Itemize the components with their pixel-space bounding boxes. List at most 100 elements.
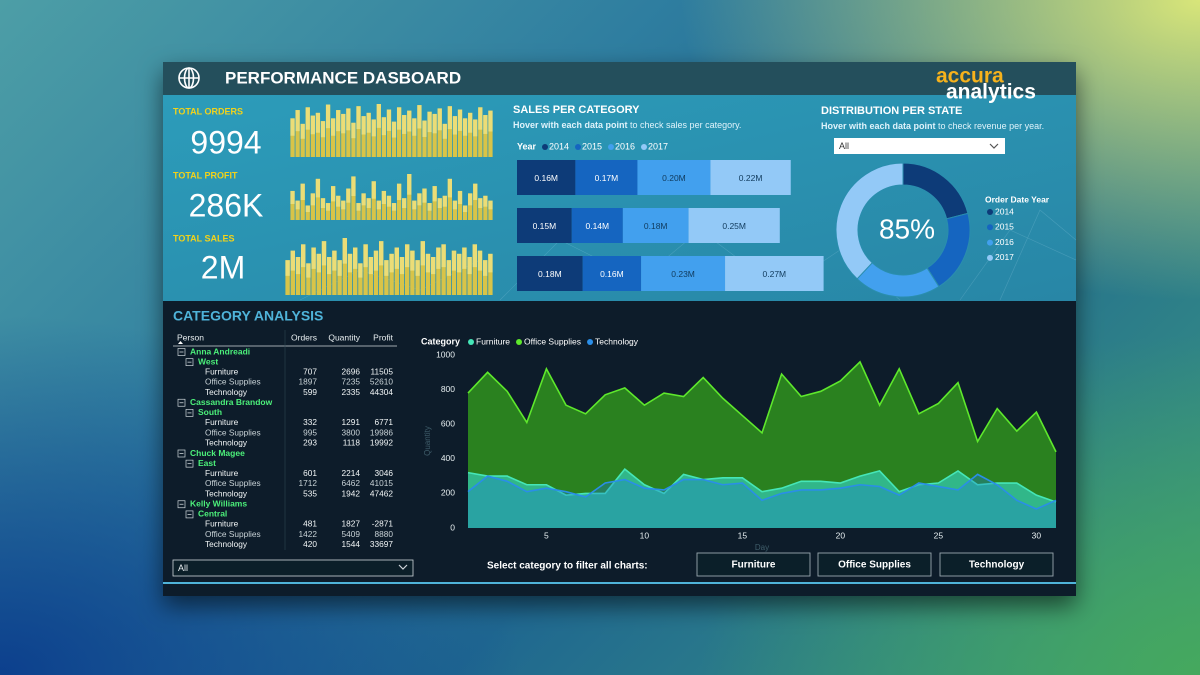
spark-bar [391,203,397,220]
spark-bar-highlight [295,257,301,275]
spark-bar [310,193,315,220]
number-cell: 33697 [370,539,393,549]
spark-bar-highlight [336,195,341,207]
spark-bar-highlight [432,113,437,134]
legend-label: Office Supplies [524,336,581,346]
filter-button[interactable]: Furniture [696,552,811,577]
spark-bar [384,260,389,295]
button-box[interactable] [817,552,932,577]
spark-bar [321,241,327,295]
chart-title: SALES PER CATEGORY [513,104,640,116]
header-bar [163,62,1076,95]
category-cell: Office Supplies [205,529,261,539]
spark-bar-highlight [396,107,402,130]
spark-bar-highlight [405,244,410,268]
spark-bar [412,118,417,157]
spark-bar [347,253,353,295]
spark-bar-highlight [331,118,336,136]
expand-icon [177,348,186,356]
column-header: Quantity [328,332,360,342]
bar-value-label: 0.18M [644,221,668,231]
spark-bar-highlight [431,257,436,275]
y-tick-label: 200 [441,488,455,498]
spark-bar-highlight [394,247,399,269]
spark-bar-highlight [373,250,379,271]
expand-icon [185,459,194,468]
x-tick-label: 20 [836,530,846,540]
spark-bar-highlight [376,104,381,128]
chart-subtitle: Hover with each data point to check sale… [513,120,741,130]
category-cell: Technology [205,488,248,498]
dropdown-box[interactable] [834,138,1005,154]
spark-bar [371,119,376,157]
number-cell: 707 [303,366,317,376]
spark-bar [468,193,473,220]
spark-bar [483,260,488,295]
number-cell: 8880 [375,529,394,539]
spark-bar [399,257,405,295]
spark-bar [405,244,410,295]
spark-bar [447,178,452,220]
bar-segment [517,160,576,195]
filter-button[interactable]: Technology [939,552,1054,577]
region-name: East [198,458,216,468]
button-label[interactable]: Furniture [732,560,776,571]
spark-bar [473,183,478,220]
spark-bar-highlight [412,200,417,210]
spark-bar [381,117,387,157]
button-label[interactable]: Technology [969,560,1025,571]
spark-bar-highlight [301,244,306,268]
table-dropdown[interactable]: All [172,559,414,577]
dropdown-value[interactable]: All [839,141,849,151]
legend-label: Technology [595,336,639,346]
number-cell: 2214 [342,468,361,478]
bar-value-label: 0.20M [662,173,686,183]
spark-bar-highlight [316,253,321,273]
spark-bar [432,113,437,157]
button-box[interactable] [939,552,1054,577]
spark-bar [427,111,432,157]
logo-bottom: analytics [946,81,1036,104]
person-name: Chuck Magee [190,448,245,458]
bar-value-label: 0.17M [595,173,619,183]
number-cell: 47462 [370,488,393,498]
legend-label: 2015 [582,141,602,151]
spark-bar [337,260,342,295]
filter-button[interactable]: Office Supplies [817,552,932,577]
button-label[interactable]: Office Supplies [838,560,911,571]
spark-bar-highlight [422,188,427,203]
dropdown-chevron[interactable] [989,143,999,149]
spark-bar [483,195,488,220]
kpi-value: 286K [189,187,264,223]
spark-bar-highlight [477,250,483,271]
dropdown-value[interactable]: All [178,563,188,573]
spark-bar [381,190,387,220]
spark-bar-highlight [368,257,373,275]
bar-value-label: 0.15M [533,221,557,231]
spark-bar [285,260,290,295]
state-dropdown[interactable]: All [834,138,1005,154]
spark-bar [311,247,316,295]
spark-bar [295,257,301,295]
spark-bar [441,244,446,295]
spark-bar [431,257,436,295]
spark-bar-highlight [402,198,407,209]
spark-bar-highlight [451,250,457,271]
bar-value-label: 0.27M [763,269,787,279]
number-cell: 3800 [342,427,361,437]
spark-bar [422,188,427,220]
spark-bar [327,257,332,295]
dropdown-box[interactable] [172,559,414,577]
dropdown-chevron[interactable] [398,564,408,570]
number-cell: 1422 [299,529,318,539]
spark-bar [437,108,442,157]
legend-swatch [608,144,614,150]
expand-icon [185,358,194,366]
spark-bar-highlight [346,108,351,131]
kpi-value: 9994 [190,124,261,160]
button-box[interactable] [696,552,811,577]
spark-bar [452,116,458,157]
expand-icon [177,398,186,407]
spark-bar-highlight [483,260,488,276]
spark-bar-highlight [412,118,417,136]
